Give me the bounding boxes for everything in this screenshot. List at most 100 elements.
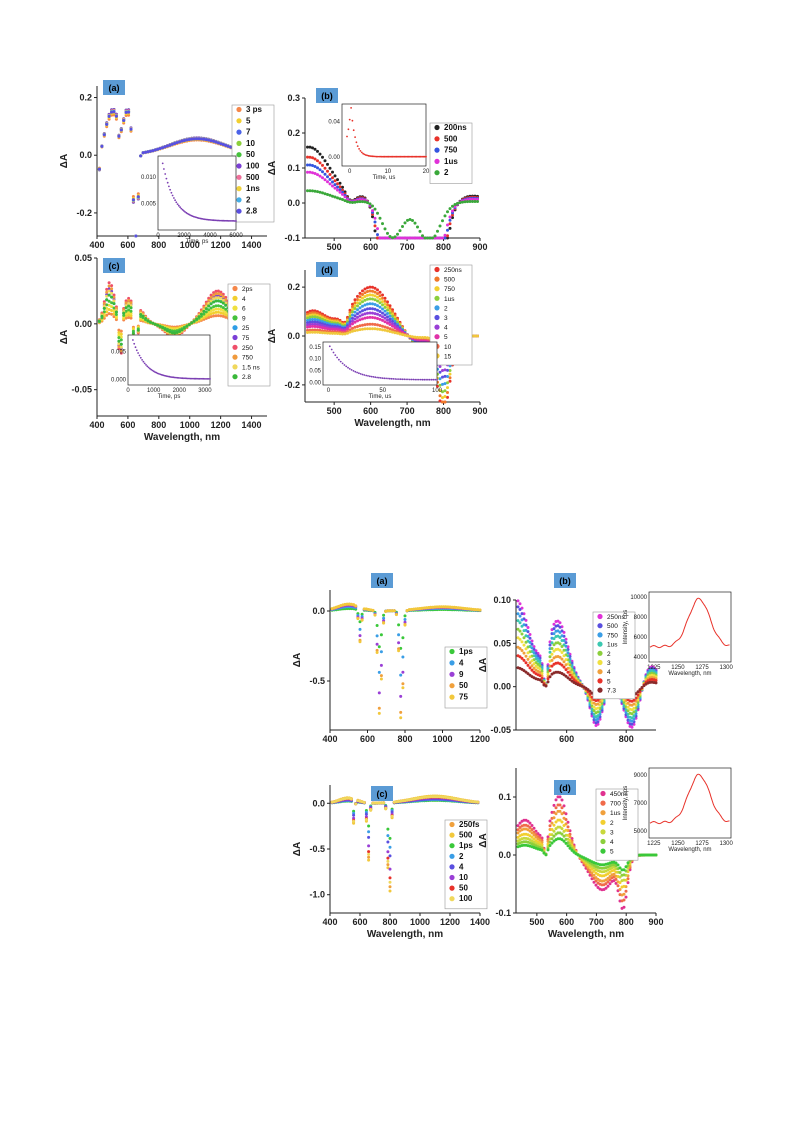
- legend-marker: [434, 334, 440, 340]
- data-point: [397, 641, 401, 645]
- data-point: [446, 228, 449, 232]
- data-point: [375, 624, 379, 627]
- inset-point: [371, 155, 374, 158]
- x-tick-label: 600: [360, 734, 375, 744]
- data-point: [209, 139, 213, 143]
- data-point: [202, 137, 206, 141]
- data-point: [408, 236, 412, 240]
- inset-point: [409, 155, 411, 158]
- data-point: [331, 176, 334, 180]
- data-point: [321, 163, 324, 167]
- data-point: [386, 834, 390, 838]
- x-tick-label: 600: [120, 420, 135, 430]
- inset-point: [186, 377, 189, 380]
- data-point: [336, 185, 339, 189]
- data-point: [112, 315, 116, 319]
- data-point: [473, 197, 477, 201]
- legend-marker: [449, 832, 455, 838]
- legend-marker: [236, 152, 242, 158]
- data-point: [105, 313, 109, 317]
- data-point: [562, 654, 566, 658]
- inset-y-tick-label: 0.00: [309, 381, 321, 387]
- data-point: [381, 303, 384, 307]
- x-tick-label: 700: [400, 406, 415, 416]
- data-point: [383, 328, 387, 332]
- inset-point: [390, 155, 393, 158]
- data-point: [406, 236, 409, 240]
- inset-point: [401, 155, 403, 158]
- data-point: [318, 319, 322, 323]
- inset-point: [393, 155, 395, 158]
- inset-point: [189, 377, 192, 380]
- data-point: [323, 159, 327, 163]
- data-point: [351, 322, 354, 326]
- data-point: [446, 381, 449, 385]
- y-axis-title: ΔA: [478, 833, 489, 847]
- legend-entry: 6: [242, 306, 246, 313]
- data-point: [326, 180, 329, 184]
- data-point: [114, 114, 118, 118]
- inset-frame: [157, 155, 237, 231]
- data-point: [338, 197, 342, 201]
- data-point: [308, 145, 312, 149]
- data-point: [568, 673, 572, 677]
- data-point: [316, 318, 319, 322]
- data-point: [448, 207, 452, 211]
- legend-entry: 2.8: [246, 207, 258, 216]
- inset-point: [389, 155, 391, 158]
- data-point: [161, 146, 165, 150]
- inset-chart: 1225 1250 1275 130040006000800010000Wavelen…: [623, 591, 734, 677]
- data-point: [363, 200, 367, 204]
- y-tick-label: -0.5: [309, 676, 325, 686]
- data-point: [180, 139, 184, 143]
- inset-point: [376, 376, 378, 379]
- data-point: [356, 301, 359, 305]
- data-point: [441, 219, 444, 223]
- data-point: [331, 184, 334, 188]
- inset-point: [179, 206, 182, 209]
- data-point: [207, 313, 211, 317]
- data-point: [363, 298, 367, 302]
- data-point: [338, 181, 342, 185]
- x-tick-label: 600: [120, 240, 135, 250]
- inset-point: [135, 349, 138, 352]
- data-point: [102, 304, 106, 308]
- data-point: [378, 236, 382, 240]
- data-point: [463, 200, 467, 204]
- data-point: [622, 892, 626, 896]
- inset-point: [194, 377, 197, 380]
- inset-point: [372, 376, 375, 378]
- inset-point: [161, 162, 164, 165]
- data-point: [393, 326, 397, 330]
- inset-point: [415, 155, 418, 158]
- inset-y-tick-label: 10000: [630, 595, 647, 601]
- data-point: [378, 305, 382, 309]
- data-point: [562, 834, 566, 838]
- data-point: [112, 293, 116, 297]
- data-point: [102, 302, 106, 305]
- inset-x-tick-label: 10: [384, 169, 391, 175]
- inset-point: [350, 107, 352, 109]
- data-point: [336, 182, 339, 186]
- data-point: [386, 850, 390, 854]
- data-point: [136, 328, 140, 332]
- data-point: [348, 308, 352, 312]
- data-point: [371, 307, 374, 311]
- legend-entry: 5: [246, 116, 251, 125]
- inset-point: [170, 191, 173, 194]
- data-point: [376, 288, 379, 292]
- inset-point: [359, 373, 362, 375]
- data-point: [388, 885, 392, 889]
- data-point: [318, 190, 322, 194]
- legend-marker: [236, 163, 242, 169]
- inset-point: [387, 377, 389, 380]
- legend-marker: [449, 864, 455, 870]
- inset-point: [397, 155, 399, 158]
- data-point: [110, 291, 114, 295]
- legend-marker: [232, 315, 238, 321]
- legend-entry: 50: [246, 150, 255, 159]
- x-axis-title: Wavelength, nm: [354, 418, 430, 429]
- data-point: [398, 332, 402, 336]
- data-point: [548, 824, 552, 828]
